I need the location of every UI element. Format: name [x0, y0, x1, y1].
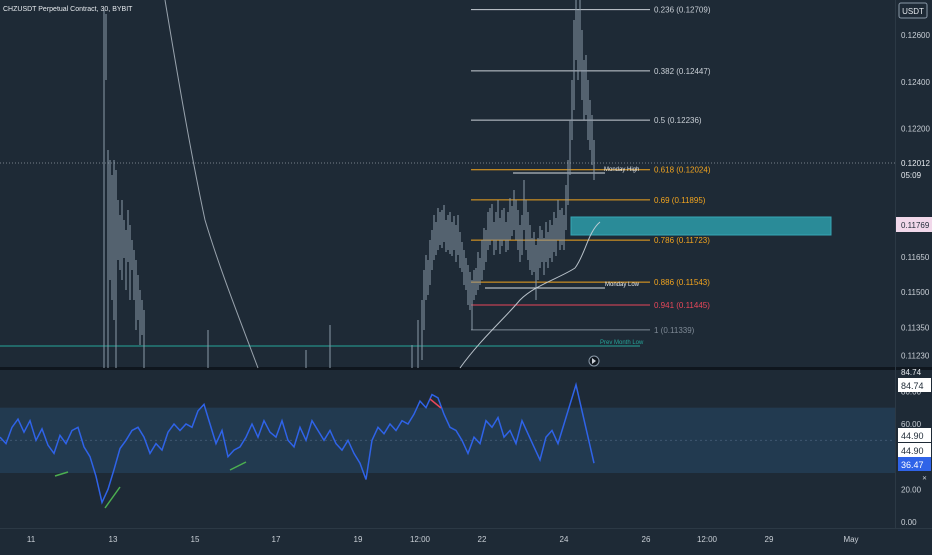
fib-level-label: 0.69 (0.11895) [654, 196, 706, 205]
price-tick-label: 0.12400 [901, 78, 930, 87]
time-tick-label: 19 [354, 535, 363, 544]
time-tick-label: 22 [478, 535, 487, 544]
prev-month-low-label: Prev Month Low [600, 340, 644, 346]
time-tick-label: 26 [642, 535, 651, 544]
time-tick-label: 11 [27, 535, 36, 544]
marker-price-value: 0.11769 [901, 221, 930, 230]
time-tick-label: 17 [272, 535, 281, 544]
rsi-value-a: 44.90 [901, 431, 924, 441]
rsi-divergence-bearish[interactable] [429, 398, 442, 409]
bar-countdown: 05:09 [901, 171, 922, 180]
fib-level-label: 1 (0.11339) [654, 326, 695, 335]
rsi-max-tag [898, 378, 931, 392]
moving-average-line[interactable] [164, 0, 259, 369]
time-tick-label: 12:00 [410, 535, 431, 544]
time-tick-label: May [843, 535, 858, 544]
rsi-divergence-bullish-1[interactable] [54, 471, 69, 477]
marker-price-tag [896, 217, 932, 232]
fib-level-label: 0.5 (0.12236) [654, 116, 702, 125]
currency-button[interactable] [898, 2, 928, 19]
time-tick-label: 15 [191, 535, 200, 544]
time-tick-label: 29 [765, 535, 774, 544]
fib-level-label: 0.382 (0.12447) [654, 67, 711, 76]
fib-level-label: 0.618 (0.12024) [654, 166, 711, 175]
rsi-tick-label: 60.00 [901, 420, 922, 429]
fib-level-label: 0.236 (0.12709) [654, 6, 711, 15]
rsi-tag-b [898, 443, 931, 457]
replay-arrow-icon [592, 358, 596, 364]
time-tick-label: 12:00 [697, 535, 718, 544]
price-tick-label: 0.12200 [901, 125, 930, 134]
price-tick-label: 0.11650 [901, 253, 930, 262]
price-tick-label: 0.11230 [901, 351, 930, 360]
fib-level-label: 0.886 (0.11543) [654, 278, 710, 287]
time-axis[interactable]: 11 13 15 17 19 12:00 22 24 26 12:00 29 May [27, 535, 859, 544]
rsi-menu-icon[interactable]: ✕ [922, 476, 927, 482]
rsi-divergence-bullish-2[interactable] [104, 486, 121, 509]
rsi-tick-label: 20.00 [901, 485, 922, 494]
fib-level-label: 0.786 (0.11723) [654, 236, 710, 245]
monday-high-label: Monday High [604, 167, 639, 173]
time-tick-label: 24 [560, 535, 569, 544]
fib-level-label: 0.941 (0.11445) [654, 301, 710, 310]
vwap-line[interactable] [459, 221, 601, 369]
symbol-title[interactable]: CHZUSDT Perpetual Contract, 30, BYBIT [3, 6, 133, 13]
current-price-value: 0.12012 [901, 159, 930, 168]
monday-low-label: Monday Low [605, 282, 640, 288]
rsi-top-label: 84.74 [901, 368, 922, 377]
rsi-current-tag [898, 457, 931, 471]
price-tick-label: 0.11500 [901, 288, 930, 297]
price-tick-label: 0.12600 [901, 31, 930, 40]
rsi-value-b: 44.90 [901, 446, 924, 456]
price-axis[interactable]: 0.126000.124000.122000.120000.118000.116… [901, 31, 930, 360]
price-tick-label: 0.11350 [901, 323, 930, 332]
rsi-tag-a [898, 428, 931, 442]
rsi-divergence-bullish-3[interactable] [229, 461, 247, 471]
time-tick-label: 13 [109, 535, 118, 544]
rsi-tick-label: 0.00 [901, 518, 917, 527]
price-pane[interactable] [0, 0, 895, 367]
highlight-zone[interactable] [570, 216, 832, 236]
current-price-tag [896, 157, 932, 183]
currency-label: USDT [902, 7, 924, 16]
price-series[interactable] [103, 0, 595, 368]
rsi-series[interactable] [0, 381, 595, 505]
rsi-max-value: 84.74 [901, 381, 924, 391]
rsi-current-value: 36.47 [901, 460, 924, 470]
fibonacci-retracement[interactable]: 0.236 (0.12709) 0.382 (0.12447) 0.5 (0.122… [471, 6, 711, 335]
